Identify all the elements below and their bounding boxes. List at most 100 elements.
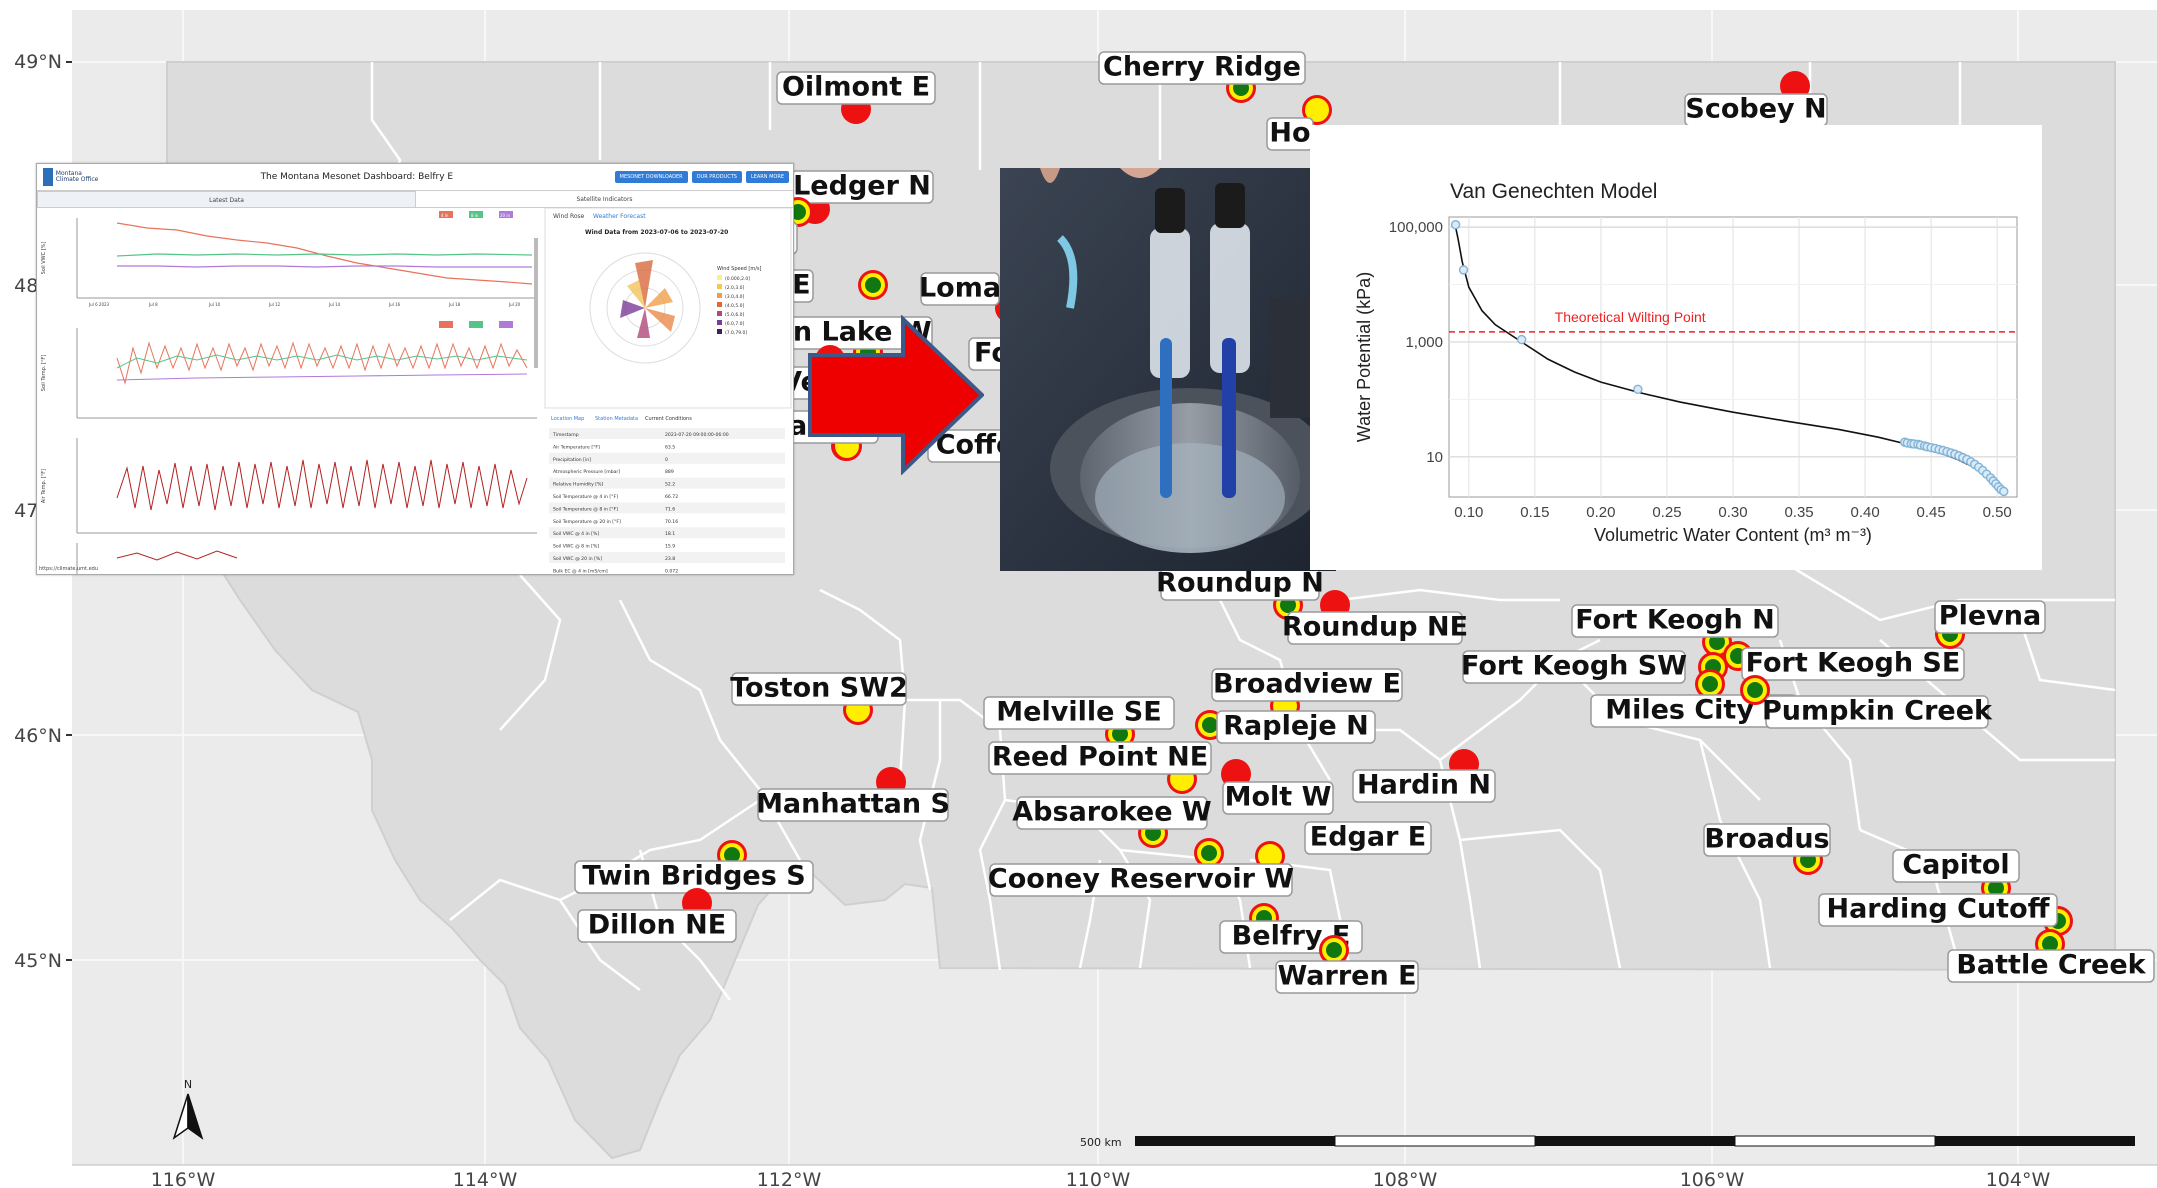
station[interactable]: Warren E: [1275, 935, 1419, 994]
tab-location-map[interactable]: Location Map: [551, 416, 584, 422]
lon-tick-label: 108°W: [1373, 1169, 1438, 1188]
x-tick-label: 0.45: [1917, 504, 1946, 521]
x-tick-label: 0.10: [1454, 504, 1483, 521]
station-marker-core: [1709, 634, 1725, 650]
longitude-axis: 116°W 114°W 112°W 110°W 108°W 106°W 104°…: [72, 1164, 2157, 1188]
conditions-row: [549, 465, 785, 477]
station-label-box: [577, 909, 737, 943]
products-button[interactable]: OUR PRODUCTS: [691, 171, 742, 183]
dash-xtick: Jul 16: [388, 302, 401, 307]
station-label-box: [1304, 821, 1432, 855]
tab-current-conditions[interactable]: Current Conditions: [645, 416, 692, 422]
station[interactable]: Fort Keogh SW: [1461, 650, 1728, 684]
downloader-button[interactable]: MESONET DOWNLOADER: [614, 171, 688, 183]
y-tick-label: 10: [1426, 449, 1443, 466]
station-label-box: [1287, 611, 1463, 645]
station[interactable]: Reed Point NE: [988, 741, 1212, 795]
station[interactable]: Battle Creek: [1947, 929, 2155, 983]
lon-tick-label: 104°W: [1986, 1169, 2051, 1188]
tab-satellite-indicators[interactable]: Satellite Indicators: [416, 191, 793, 208]
dash-xtick: Jul 18: [448, 302, 461, 307]
station-label: Scobey N: [1685, 94, 1826, 125]
dash-xtick: Jul 12: [268, 302, 281, 307]
station-marker-core: [865, 277, 881, 293]
station-marker-core: [724, 847, 740, 863]
conditions-value: 63.5: [665, 444, 675, 450]
station-label: Ho: [1269, 118, 1310, 149]
wind-legend-item: (6.0,7.0]: [725, 321, 744, 327]
conditions-row: [549, 490, 785, 501]
lat-tick-label: 45°N: [14, 950, 62, 972]
flow-arrow: [808, 315, 984, 475]
x-tick-label: 0.40: [1850, 504, 1879, 521]
station[interactable]: Miles City S: [1590, 669, 1798, 728]
conditions-row: [549, 527, 785, 539]
station[interactable]: Twin Bridges S: [574, 840, 814, 894]
wind-legend-item: (2.0,3.0]: [725, 285, 744, 291]
y-tick-label: 100,000: [1389, 219, 1443, 236]
station[interactable]: Harding Cutoff: [1818, 893, 2073, 937]
station[interactable]: Toston SW2: [730, 672, 908, 726]
station[interactable]: Manhattan S: [756, 767, 950, 822]
station-marker-core: [1988, 880, 2004, 896]
station[interactable]: Cooney Reservoir W: [988, 838, 1294, 897]
conditions-value: 889: [665, 469, 674, 475]
climate-office-logo: Montana Climate Office: [43, 166, 99, 188]
conditions-value: 18.1: [665, 531, 675, 537]
conditions-row: [549, 440, 785, 452]
tab-weather-forecast[interactable]: Weather Forecast: [593, 213, 646, 220]
dashboard-footer-url: https://climate.umt.edu: [39, 566, 99, 572]
scale-bar-label: 500 km: [1080, 1136, 1122, 1149]
air-temp-axis-label: Air Temp. [°F]: [41, 469, 47, 503]
station-label: Fort Keogh N: [1575, 605, 1774, 636]
station-label-box: [1892, 849, 2020, 883]
station[interactable]: Absarokee W: [1012, 796, 1212, 849]
station-marker-fill: [1305, 98, 1329, 122]
learn-more-button[interactable]: LEARN MORE: [745, 171, 789, 183]
conditions-key: Soil Temperature @ 8 in [°F]: [553, 506, 618, 512]
badge-20in: 20 in: [500, 213, 510, 218]
station-label-box: [983, 696, 1175, 730]
station-label: Roundup N: [1156, 568, 1324, 599]
station[interactable]: Fort Keogh SE: [1723, 641, 1965, 681]
soil-sensor-photo: [1000, 168, 1336, 571]
station[interactable]: Melville SE: [983, 696, 1175, 750]
station[interactable]: Hardin N: [1352, 749, 1496, 803]
station[interactable]: Ho: [1266, 95, 1332, 151]
x-tick-label: 0.20: [1586, 504, 1615, 521]
station[interactable]: Rapleje N: [1195, 710, 1376, 744]
conditions-value: 66.72: [665, 494, 678, 500]
station-label-box: [1462, 650, 1686, 684]
station-label: Plevna: [1939, 601, 2041, 632]
station-marker-core: [1112, 726, 1128, 742]
conditions-value: 0.072: [665, 568, 678, 574]
station[interactable]: Capitol: [1892, 849, 2020, 904]
vg-ticks: 0.10 0.15 0.20 0.25 0.30 0.35 0.40 0.45 0.50 10 1,…: [1389, 219, 2012, 521]
station[interactable]: Broadus: [1703, 823, 1831, 876]
station-marker-core: [1202, 717, 1218, 733]
lat-tick-label: 46°N: [14, 725, 62, 747]
x-tick-label: 0.50: [1983, 504, 2012, 521]
station[interactable]: Ledger N: [790, 170, 934, 225]
station[interactable]: Molt W: [1221, 759, 1334, 815]
station[interactable]: Cherry Ridge: [1098, 51, 1306, 104]
station[interactable]: Broadview E: [1211, 668, 1403, 722]
station-marker-core: [1702, 676, 1718, 692]
tab-station-metadata[interactable]: Station Metadata: [595, 416, 638, 422]
tab-wind-rose[interactable]: Wind Rose: [553, 213, 585, 220]
conditions-value: 2023-07-20 09:00:00-06:00: [665, 432, 729, 438]
station[interactable]: Oilmont E: [776, 71, 936, 125]
lon-tick-label: 114°W: [453, 1169, 518, 1188]
y-axis-label: Water Potential (kPa): [1354, 272, 1374, 442]
station[interactable]: Roundup NE: [1282, 590, 1468, 645]
station-marker-core: [1201, 845, 1217, 861]
station[interactable]: Scobey N: [1684, 71, 1828, 127]
conditions-value: 70.16: [665, 519, 678, 525]
tab-latest-data[interactable]: Latest Data: [37, 191, 416, 208]
station[interactable]: Pumpkin Creek: [1740, 675, 1993, 729]
station[interactable]: Plevna: [1934, 600, 2046, 650]
dash-xtick: Jul 8: [148, 302, 158, 307]
station[interactable]: Dillon NE: [577, 888, 737, 943]
conditions-row: [549, 452, 785, 464]
conditions-value: 0: [665, 457, 668, 463]
